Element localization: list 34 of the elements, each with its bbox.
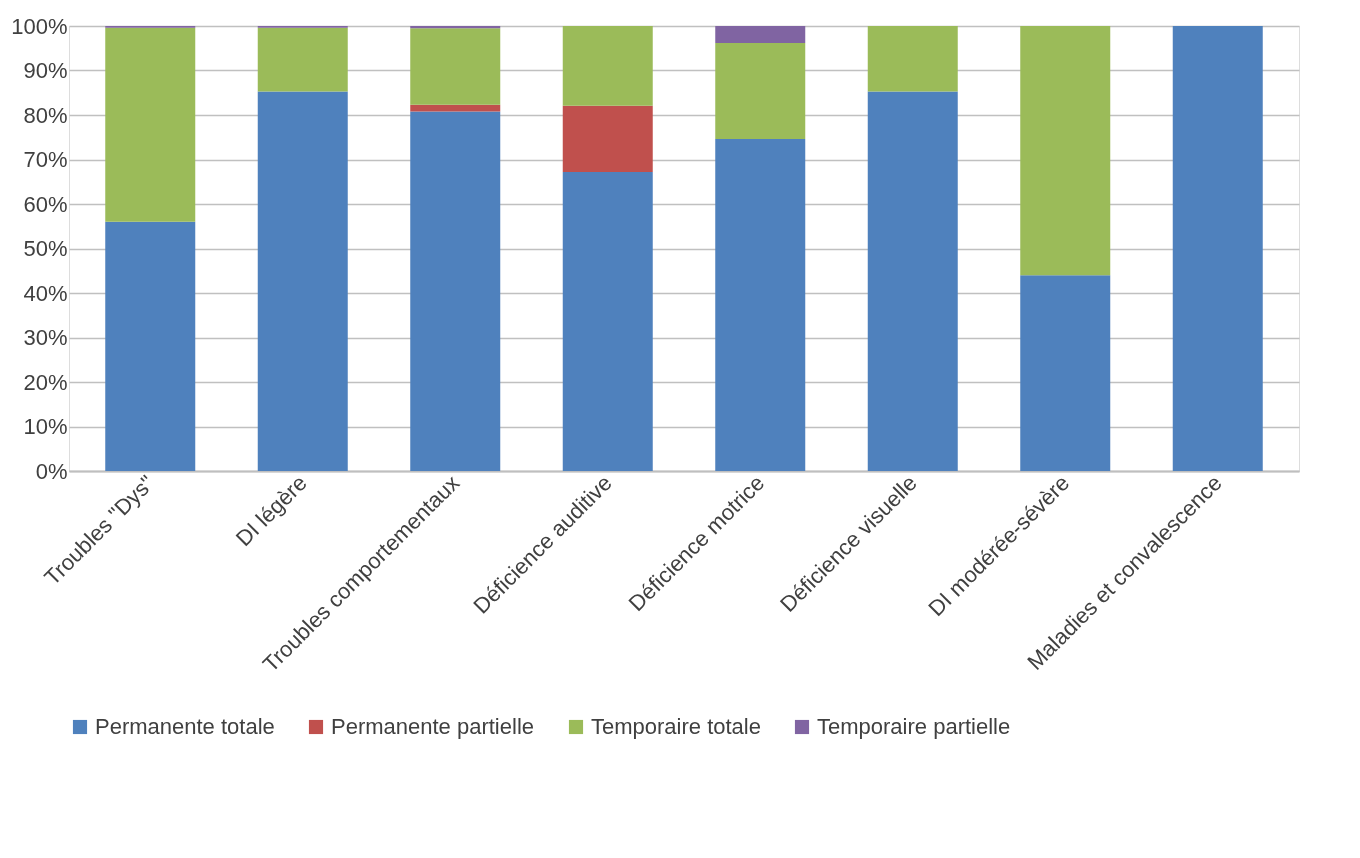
bar: [105, 27, 196, 222]
bar: [410, 111, 501, 471]
bar: [867, 91, 958, 471]
legend-label: Permanente totale: [95, 714, 275, 739]
y-tick-label: 100%: [11, 13, 68, 39]
bar: [715, 42, 806, 140]
y-tick-label: 80%: [23, 102, 68, 128]
bar: [105, 221, 196, 471]
y-tick-label: 90%: [23, 58, 68, 83]
y-tick-label: 70%: [23, 147, 68, 172]
bar: [1172, 26, 1263, 471]
bar: [410, 28, 501, 105]
bar: [1020, 275, 1111, 471]
bar: [1020, 26, 1111, 276]
bar: [410, 26, 501, 29]
legend-label: Temporaire partielle: [817, 714, 1011, 739]
bar: [257, 27, 348, 92]
y-tick-label: 40%: [23, 280, 68, 306]
y-tick-label: 20%: [23, 369, 68, 395]
bar: [562, 171, 653, 471]
bar: [562, 105, 653, 172]
legend-label: Permanente partielle: [331, 714, 535, 739]
bar: [562, 26, 653, 106]
y-tick-label: 10%: [23, 414, 68, 439]
y-tick-label: 60%: [23, 191, 68, 217]
bar: [715, 139, 806, 471]
bar: [867, 26, 958, 92]
y-tick-label: 50%: [23, 236, 68, 261]
legend-label: Temporaire totale: [591, 714, 761, 739]
bar: [410, 104, 501, 112]
bar: [257, 91, 348, 471]
y-tick-label: 0%: [35, 458, 68, 484]
bar: [715, 26, 806, 43]
y-tick-label: 30%: [23, 325, 68, 350]
